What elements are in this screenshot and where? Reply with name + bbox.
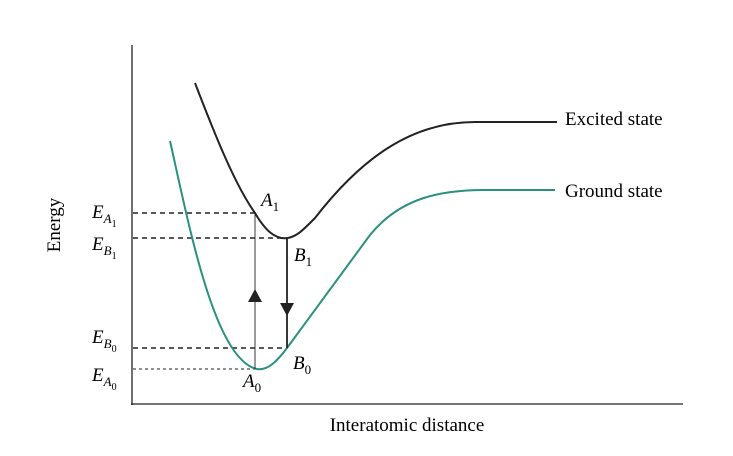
level-symbol: E <box>91 327 104 348</box>
point-label: B0 <box>293 353 311 377</box>
curve-label: Excited state <box>565 109 663 130</box>
level-symbol: E <box>91 234 104 255</box>
level-sub: A <box>103 374 112 389</box>
level-label: EB0 <box>91 327 117 355</box>
point-sub: 0 <box>305 362 312 377</box>
curve-label: Ground state <box>565 181 663 202</box>
level-label: EA1 <box>91 202 117 230</box>
point-symbol: A <box>259 190 273 211</box>
level-symbol: E <box>91 202 104 223</box>
y-axis-label: Energy <box>44 197 65 252</box>
point-label: A0 <box>241 371 261 395</box>
x-axis-label: Interatomic distance <box>330 415 485 436</box>
point-sub: 1 <box>306 254 313 269</box>
point-symbol: B <box>294 245 306 266</box>
level-subsub: 1 <box>112 251 117 262</box>
level-symbol: E <box>91 365 104 386</box>
arrow-down <box>280 303 294 316</box>
level-label: EB1 <box>91 234 117 262</box>
level-sub: B <box>104 336 112 351</box>
level-sub: B <box>104 243 112 258</box>
level-label: EA0 <box>91 365 117 393</box>
point-symbol: A <box>241 371 255 392</box>
point-sub: 1 <box>273 199 280 214</box>
level-sub: A <box>103 211 112 226</box>
level-subsub: 1 <box>112 219 117 230</box>
point-sub: 0 <box>255 380 262 395</box>
point-symbol: B <box>293 353 305 374</box>
excited-curve <box>194 82 557 240</box>
point-label: A1 <box>259 190 279 214</box>
point-label: B1 <box>294 245 312 269</box>
arrow-up <box>248 289 262 302</box>
level-subsub: 0 <box>112 344 117 355</box>
level-subsub: 0 <box>112 382 117 393</box>
ground-curve <box>169 140 555 371</box>
